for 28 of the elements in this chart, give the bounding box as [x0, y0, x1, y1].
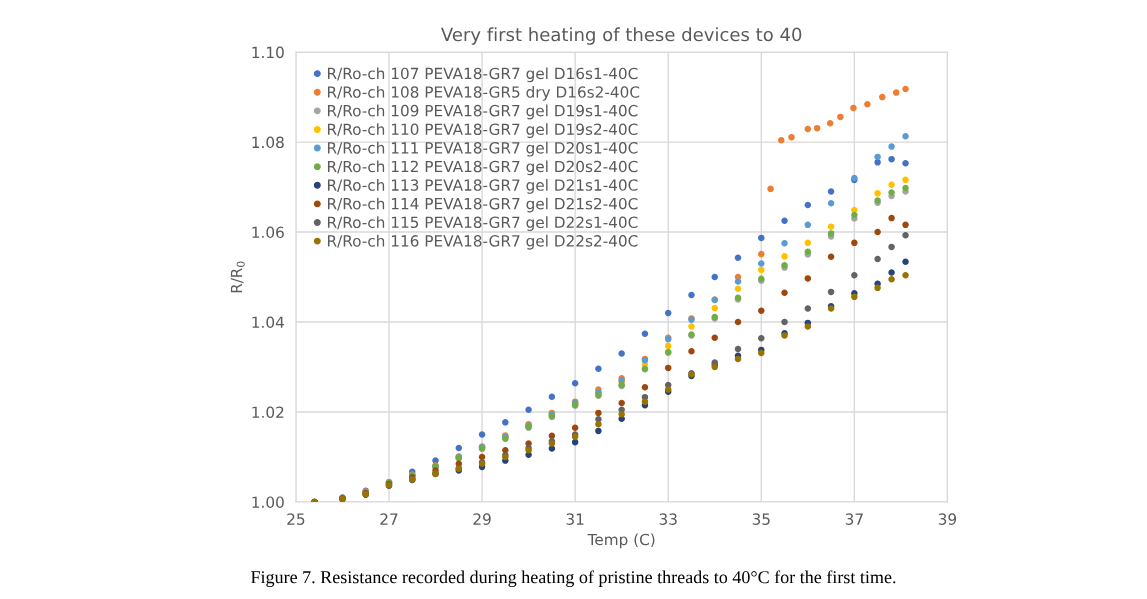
legend-label: R/Ro-ch 109 PEVA18-GR7 gel D19s1-40C — [327, 104, 638, 120]
legend-label: R/Ro-ch 112 PEVA18-GR7 gel D20s2-40C — [327, 160, 638, 176]
x-tick-label: 27 — [380, 513, 398, 525]
caption: Figure 7. Resistance recorded during heating of pristine threads to 40°C for the first time. — [251, 570, 896, 588]
x-tick-label: 29 — [473, 513, 491, 525]
y-axis-title: R/R$_{0}$ — [230, 261, 245, 293]
legend-label: R/Ro-ch 108 PEVA18-GR5 dry D16s2-40C — [327, 86, 640, 101]
y-tick-label: 1.00 — [252, 496, 284, 508]
legend-label: R/Ro-ch 113 PEVA18-GR7 gel D21s1-40C — [327, 179, 638, 194]
x-tick-label: 37 — [845, 513, 863, 525]
legend-label: R/Ro-ch 107 PEVA18-GR7 gel D16s1-40C — [327, 67, 638, 83]
y-tick-label: 1.06 — [252, 226, 284, 239]
x-tick-label: 33 — [659, 513, 677, 525]
legend-label: R/Ro-ch 114 PEVA18-GR7 gel D21s2-40C — [327, 197, 638, 213]
y-tick-label: 1.02 — [252, 406, 284, 419]
y-tick-label: 1.08 — [252, 136, 284, 149]
x-tick-label: 39 — [938, 513, 957, 525]
y-tick-label: 1.10 — [252, 46, 284, 59]
x-tick-label: 35 — [752, 513, 770, 525]
legend-label: R/Ro-ch 111 PEVA18-GR7 gel D20s1-40C — [327, 141, 638, 157]
x-axis-title: Temp (C) — [587, 533, 655, 549]
legend-label: R/Ro-ch 110 PEVA18-GR7 gel D19s2-40C — [327, 123, 638, 138]
legend-label: R/Ro-ch 116 PEVA18-GR7 gel D22s2-40C — [327, 234, 638, 250]
x-tick-label: 31 — [566, 513, 584, 525]
legend-label: R/Ro-ch 115 PEVA18-GR7 gel D22s1-40C — [327, 216, 638, 232]
x-tick-label: 25 — [287, 513, 305, 525]
chart-title: Very first heating of these devices to 40 — [441, 27, 802, 45]
y-tick-label: 1.04 — [252, 316, 284, 329]
